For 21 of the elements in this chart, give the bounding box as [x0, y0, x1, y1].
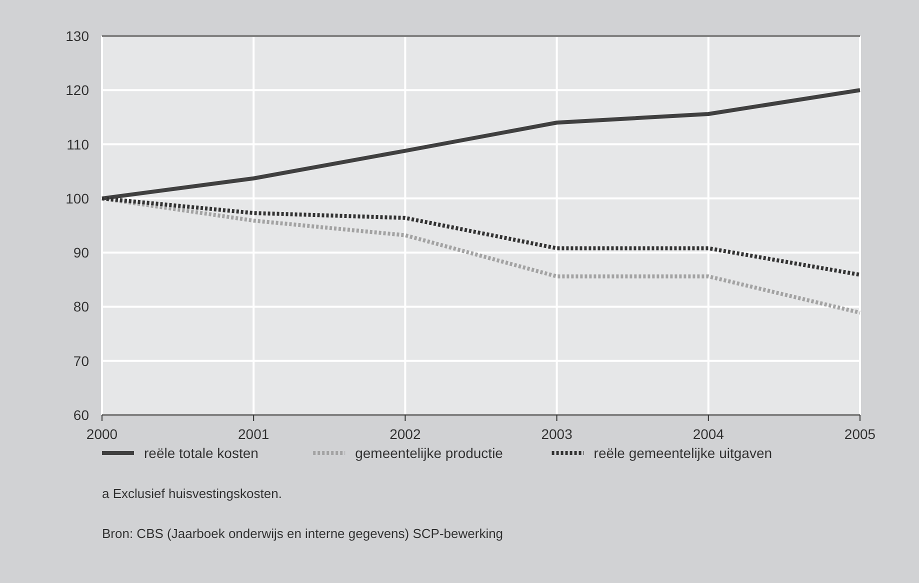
- line-series: [100, 196, 862, 277]
- x-tick-label: 2001: [238, 426, 270, 442]
- y-tick-label: 100: [66, 190, 90, 206]
- x-tick-label: 2002: [390, 426, 421, 442]
- text: a Exclusief huisvestingskosten.: [102, 486, 282, 501]
- y-tick-label: 80: [73, 298, 90, 315]
- legend-label: reële gemeentelijke uitgaven: [594, 445, 772, 461]
- line-series: [100, 88, 862, 200]
- text: Bron: CBS (Jaarboek onderwijs en interne gegevens) SCP-bewerking: [102, 526, 504, 541]
- y-tick-label: 120: [66, 82, 90, 98]
- x-tick-label: 2004: [692, 426, 724, 442]
- y-tick-label: 130: [66, 28, 90, 44]
- x-tick-label: 2003: [541, 426, 573, 442]
- y-tick-label: 70: [73, 352, 90, 369]
- y-tick-label: 110: [66, 136, 90, 152]
- y-tick-label: 90: [73, 244, 90, 261]
- y-tick-label: 60: [73, 407, 90, 423]
- legend-label: gemeentelijke productie: [355, 445, 504, 461]
- legend-label: reële totale kosten: [144, 445, 258, 461]
- x-tick-label: 2005: [844, 426, 876, 442]
- x-tick-label: 2000: [86, 426, 118, 442]
